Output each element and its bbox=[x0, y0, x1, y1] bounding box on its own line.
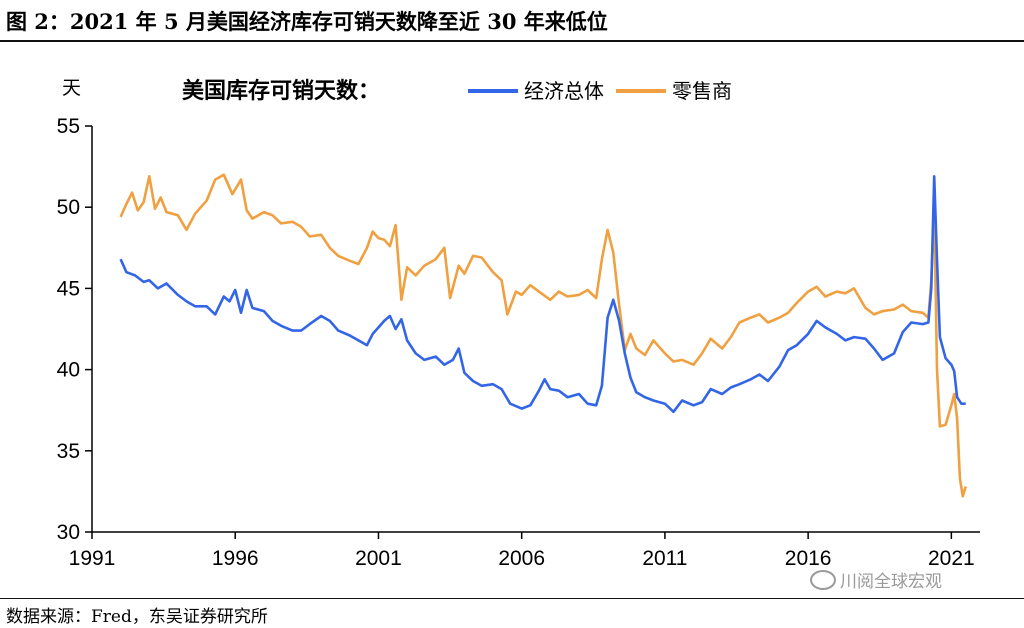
legend-title: 美国库存可销天数： bbox=[182, 78, 380, 104]
series-line-retail bbox=[119, 173, 967, 498]
series-group bbox=[119, 173, 967, 498]
legend: 美国库存可销天数： 经济总体 零售商 bbox=[182, 78, 732, 104]
source-note: 数据来源：Fred，东吴证券研究所 bbox=[6, 607, 268, 627]
legend-label-economy: 经济总体 bbox=[524, 79, 604, 103]
x-tick-label: 2016 bbox=[785, 547, 832, 570]
x-tick-label: 1996 bbox=[212, 547, 259, 570]
y-axis-label: 天 bbox=[62, 77, 81, 99]
y-tick-label: 35 bbox=[57, 440, 80, 463]
y-tick-label: 55 bbox=[57, 115, 80, 138]
x-tick-label: 2006 bbox=[498, 547, 545, 570]
x-tick-label: 2001 bbox=[355, 547, 402, 570]
bottom-rule bbox=[0, 598, 1024, 599]
axes: 30 35 40 45 50 55 1991 1996 2001 2006 2011 2016 2021 bbox=[57, 115, 980, 570]
y-tick-label: 30 bbox=[57, 521, 80, 544]
x-tick-label: 2021 bbox=[928, 547, 975, 570]
watermark: 川阅全球宏观 bbox=[810, 567, 942, 592]
x-tick-label: 1991 bbox=[69, 547, 116, 570]
series-line-economy bbox=[119, 175, 966, 414]
y-tick-label: 45 bbox=[57, 277, 80, 300]
watermark-text: 川阅全球宏观 bbox=[840, 572, 942, 592]
y-tick-label: 40 bbox=[57, 359, 80, 382]
legend-label-retail: 零售商 bbox=[672, 79, 732, 103]
top-rule bbox=[0, 40, 1024, 42]
wechat-icon bbox=[810, 569, 836, 590]
figure-title: 图 2：2021 年 5 月美国经济库存可销天数降至近 30 年来低位 bbox=[6, 9, 608, 34]
y-tick-label: 50 bbox=[57, 196, 80, 219]
x-tick-label: 2011 bbox=[642, 547, 687, 570]
